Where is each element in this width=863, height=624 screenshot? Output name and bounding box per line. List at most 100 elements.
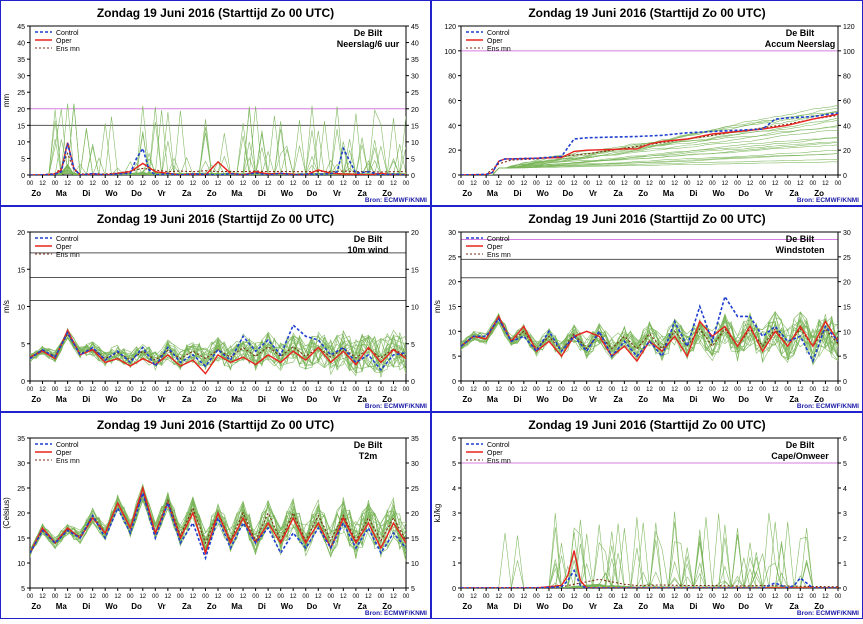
x-hour-label: 12 — [265, 181, 272, 187]
x-hour-label: 00 — [810, 594, 817, 600]
ensemble-member-line — [461, 110, 838, 175]
y-tick-label: 0 — [843, 586, 847, 593]
x-day-label: Ma — [663, 395, 675, 404]
x-hour-label: 00 — [784, 594, 791, 600]
x-hour-label: 12 — [797, 387, 804, 393]
x-hour-label: 00 — [508, 181, 515, 187]
x-hour-label: 00 — [277, 181, 284, 187]
y-tick-label: 2 — [843, 536, 847, 543]
x-hour-label: 12 — [596, 594, 603, 600]
x-hour-label: 12 — [290, 594, 297, 600]
y-tick-label: 25 — [411, 486, 419, 493]
ens-mean-line — [461, 317, 838, 353]
x-hour-label: 12 — [390, 387, 397, 393]
x-day-label: Wo — [537, 395, 549, 404]
x-day-label: Do — [307, 602, 318, 611]
x-day-label: Zo — [207, 189, 217, 198]
y-tick-label: 30 — [448, 230, 456, 237]
ensemble-member-line — [30, 329, 406, 371]
variable-label: Neerslag/6 uur — [337, 39, 400, 49]
ensemble-member-line — [30, 329, 406, 372]
x-day-label: Zo — [207, 395, 217, 404]
x-day-label: Ma — [56, 189, 68, 198]
x-day-label: Zo — [638, 189, 648, 198]
x-hour-label: 12 — [470, 387, 477, 393]
x-day-label: Zo — [31, 395, 41, 404]
legend-label-ens: Ens mn — [56, 252, 80, 259]
legend-label-control: Control — [487, 30, 510, 37]
station-label: De Bilt — [786, 28, 815, 38]
x-day-label: Do — [562, 602, 573, 611]
x-hour-label: 12 — [390, 181, 397, 187]
ensemble-members — [461, 104, 838, 175]
x-hour-label: 00 — [77, 387, 84, 393]
legend-label-ens: Ens mn — [56, 458, 80, 465]
x-hour-label: 00 — [659, 181, 666, 187]
x-hour-label: 12 — [114, 387, 121, 393]
y-tick-label: 10 — [17, 561, 25, 568]
x-day-label: Za — [357, 602, 367, 611]
x-hour-label: 00 — [483, 387, 490, 393]
y-tick-label: 35 — [411, 57, 419, 64]
panel-frame — [0, 206, 431, 412]
ensemble-member-line — [461, 314, 838, 362]
x-day-label: Vr — [589, 395, 597, 404]
x-hour-label: 00 — [52, 181, 59, 187]
y-tick-label: 35 — [411, 436, 419, 443]
chart-title: Zondag 19 Juni 2016 (Starttijd Zo 00 UTC… — [528, 212, 765, 226]
x-hour-label: 12 — [165, 594, 172, 600]
x-day-label: Di — [514, 189, 522, 198]
panel-frame — [431, 206, 863, 412]
control-line — [30, 323, 406, 372]
legend-label-ens: Ens mn — [56, 46, 80, 53]
x-hour-label: 00 — [102, 181, 109, 187]
x-day-label: Zo — [31, 602, 41, 611]
x-hour-label: 12 — [165, 181, 172, 187]
station-label: De Bilt — [354, 440, 383, 450]
chart-title: Zondag 19 Juni 2016 (Starttijd Zo 00 UTC… — [97, 212, 334, 226]
oper-line — [461, 314, 838, 363]
x-hour-label: 00 — [27, 181, 34, 187]
y-tick-label: 80 — [843, 74, 851, 81]
y-tick-label: 15 — [411, 536, 419, 543]
x-day-label: Zo — [382, 395, 392, 404]
x-hour-label: 00 — [102, 594, 109, 600]
station-label: De Bilt — [354, 28, 383, 38]
x-hour-label: 00 — [709, 594, 716, 600]
panel-frame — [431, 0, 863, 206]
oper-line — [30, 142, 406, 175]
y-tick-label: 25 — [448, 255, 456, 262]
x-hour-label: 12 — [114, 594, 121, 600]
x-hour-label: 00 — [583, 181, 590, 187]
variable-label: Accum Neerslag — [765, 39, 836, 49]
x-day-label: Di — [689, 602, 697, 611]
x-day-label: Di — [514, 602, 522, 611]
x-hour-label: 00 — [810, 387, 817, 393]
x-hour-label: 12 — [520, 387, 527, 393]
panel-accum: Zondag 19 Juni 2016 (Starttijd Zo 00 UTC… — [431, 0, 863, 206]
y-tick-label: 100 — [843, 49, 855, 56]
x-hour-label: 00 — [177, 387, 184, 393]
legend-label-oper: Oper — [56, 450, 72, 457]
x-hour-label: 12 — [797, 181, 804, 187]
ensemble-member-line — [30, 483, 406, 557]
control-line — [30, 143, 406, 175]
x-day-label: Za — [613, 189, 623, 198]
y-tick-label: 25 — [411, 90, 419, 97]
ensemble-member-line — [461, 125, 838, 175]
legend-label-control: Control — [487, 442, 510, 449]
ensemble-members — [30, 103, 406, 175]
x-hour-label: 12 — [596, 181, 603, 187]
y-tick-label: 80 — [448, 74, 456, 81]
ensemble-member-line — [461, 312, 838, 364]
y-tick-label: 45 — [17, 24, 25, 31]
x-hour-label: 00 — [458, 594, 465, 600]
x-day-label: Wo — [105, 395, 117, 404]
y-tick-label: 10 — [411, 140, 419, 147]
y-tick-label: 20 — [843, 280, 851, 287]
x-hour-label: 12 — [139, 387, 146, 393]
x-day-label: Do — [307, 189, 318, 198]
